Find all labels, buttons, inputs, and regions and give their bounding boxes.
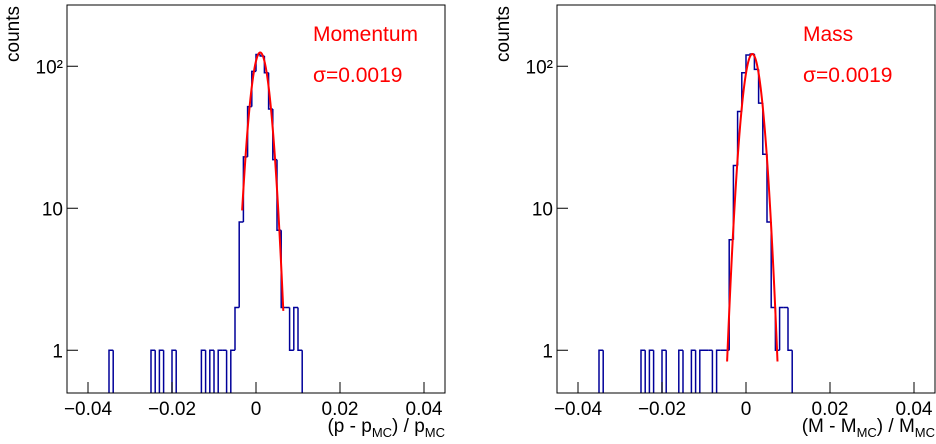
annotation-sigma: σ=0.0019 [313,64,402,87]
annotation-title: Mass [803,23,853,46]
x-tick-label: −0.04 [64,399,113,420]
histogram-bin [791,350,793,393]
x-axis-label-part: (M - M [802,416,857,437]
y-tick-label: 1 [52,341,63,362]
x-axis-label: (M - MMC) / MMC [802,416,935,440]
histogram-bin [204,350,207,393]
x-tick-label: 0.04 [896,399,933,420]
histogram-bin [694,350,697,393]
y-axis-label: counts [3,6,24,62]
annotation-title: Momentum [313,23,418,46]
histogram-bin [711,350,714,393]
x-tick-label: 0.02 [322,399,359,420]
x-axis-label-subscript: MC [372,425,392,440]
x-axis-label-subscript: MC [857,425,877,440]
y-tick-label: 10 [42,199,63,220]
annotation-sigma: σ=0.0019 [803,64,892,87]
histogram-bin [699,349,704,393]
y-axis-label: counts [493,6,514,62]
fit-curve [241,51,285,311]
y-tick-label: 10 [532,199,553,220]
y-tick-label: 10² [526,57,553,78]
histogram-bin [661,349,667,393]
histogram-bin [640,349,646,393]
histogram-bin [217,349,223,393]
histogram-bin [762,103,767,156]
histogram-bin [158,349,164,393]
histogram-bin [171,349,177,393]
x-tick-label: −0.04 [554,399,603,420]
histogram-bin [665,350,667,393]
histogram-bin [108,349,114,393]
x-tick-label: 0 [741,399,752,420]
histogram-bin [690,349,696,393]
histogram-bin [652,350,655,393]
histogram-bin [778,306,784,351]
histogram-bin [234,306,240,351]
histogram-bin [644,350,646,393]
histogram-bin [766,154,772,223]
histogram-bin [301,350,303,393]
histogram-bin [154,350,156,393]
histogram-bin [297,307,303,352]
histogram-bin [288,307,294,352]
histogram-bin [602,350,604,393]
x-tick-label: −0.02 [638,399,686,420]
y-tick-label: 1 [542,341,553,362]
fit-curve [726,52,779,362]
histogram-bin [230,349,235,393]
histogram-bin [293,306,298,351]
histogram-bin [598,349,604,393]
histogram [598,52,793,393]
x-axis-label: (p - pMC) / pMC [327,416,445,440]
histogram-bin [682,350,684,393]
histogram [108,51,303,393]
histogram-bin [209,349,214,393]
histogram-bin [213,350,215,393]
histogram-bin [112,350,114,393]
x-tick-label: 0.02 [812,399,849,420]
x-axis-label-subscript: MC [425,425,445,440]
histogram-bin [678,349,683,393]
x-axis-label-part: ) / M [877,416,915,437]
x-axis-label-part: (p - p [327,416,371,437]
x-tick-label: −0.02 [148,399,196,420]
x-axis-label-part: ) / p [392,416,425,437]
x-axis-label-subscript: MC [915,425,935,440]
histogram-bin [175,350,177,393]
histogram-bin [238,221,244,308]
histogram-bin [150,349,156,393]
histogram-bin [162,350,165,393]
histogram-bin [787,307,793,352]
y-tick-label: 10² [36,57,63,78]
histogram-bin [648,349,654,393]
histogram-bin [225,350,228,393]
histogram-bin [715,349,721,393]
x-tick-label: 0 [251,399,262,420]
histogram-bin [770,222,776,309]
histogram-bin [745,54,751,73]
x-tick-label: 0.04 [406,399,443,420]
histogram-bin [200,349,206,393]
